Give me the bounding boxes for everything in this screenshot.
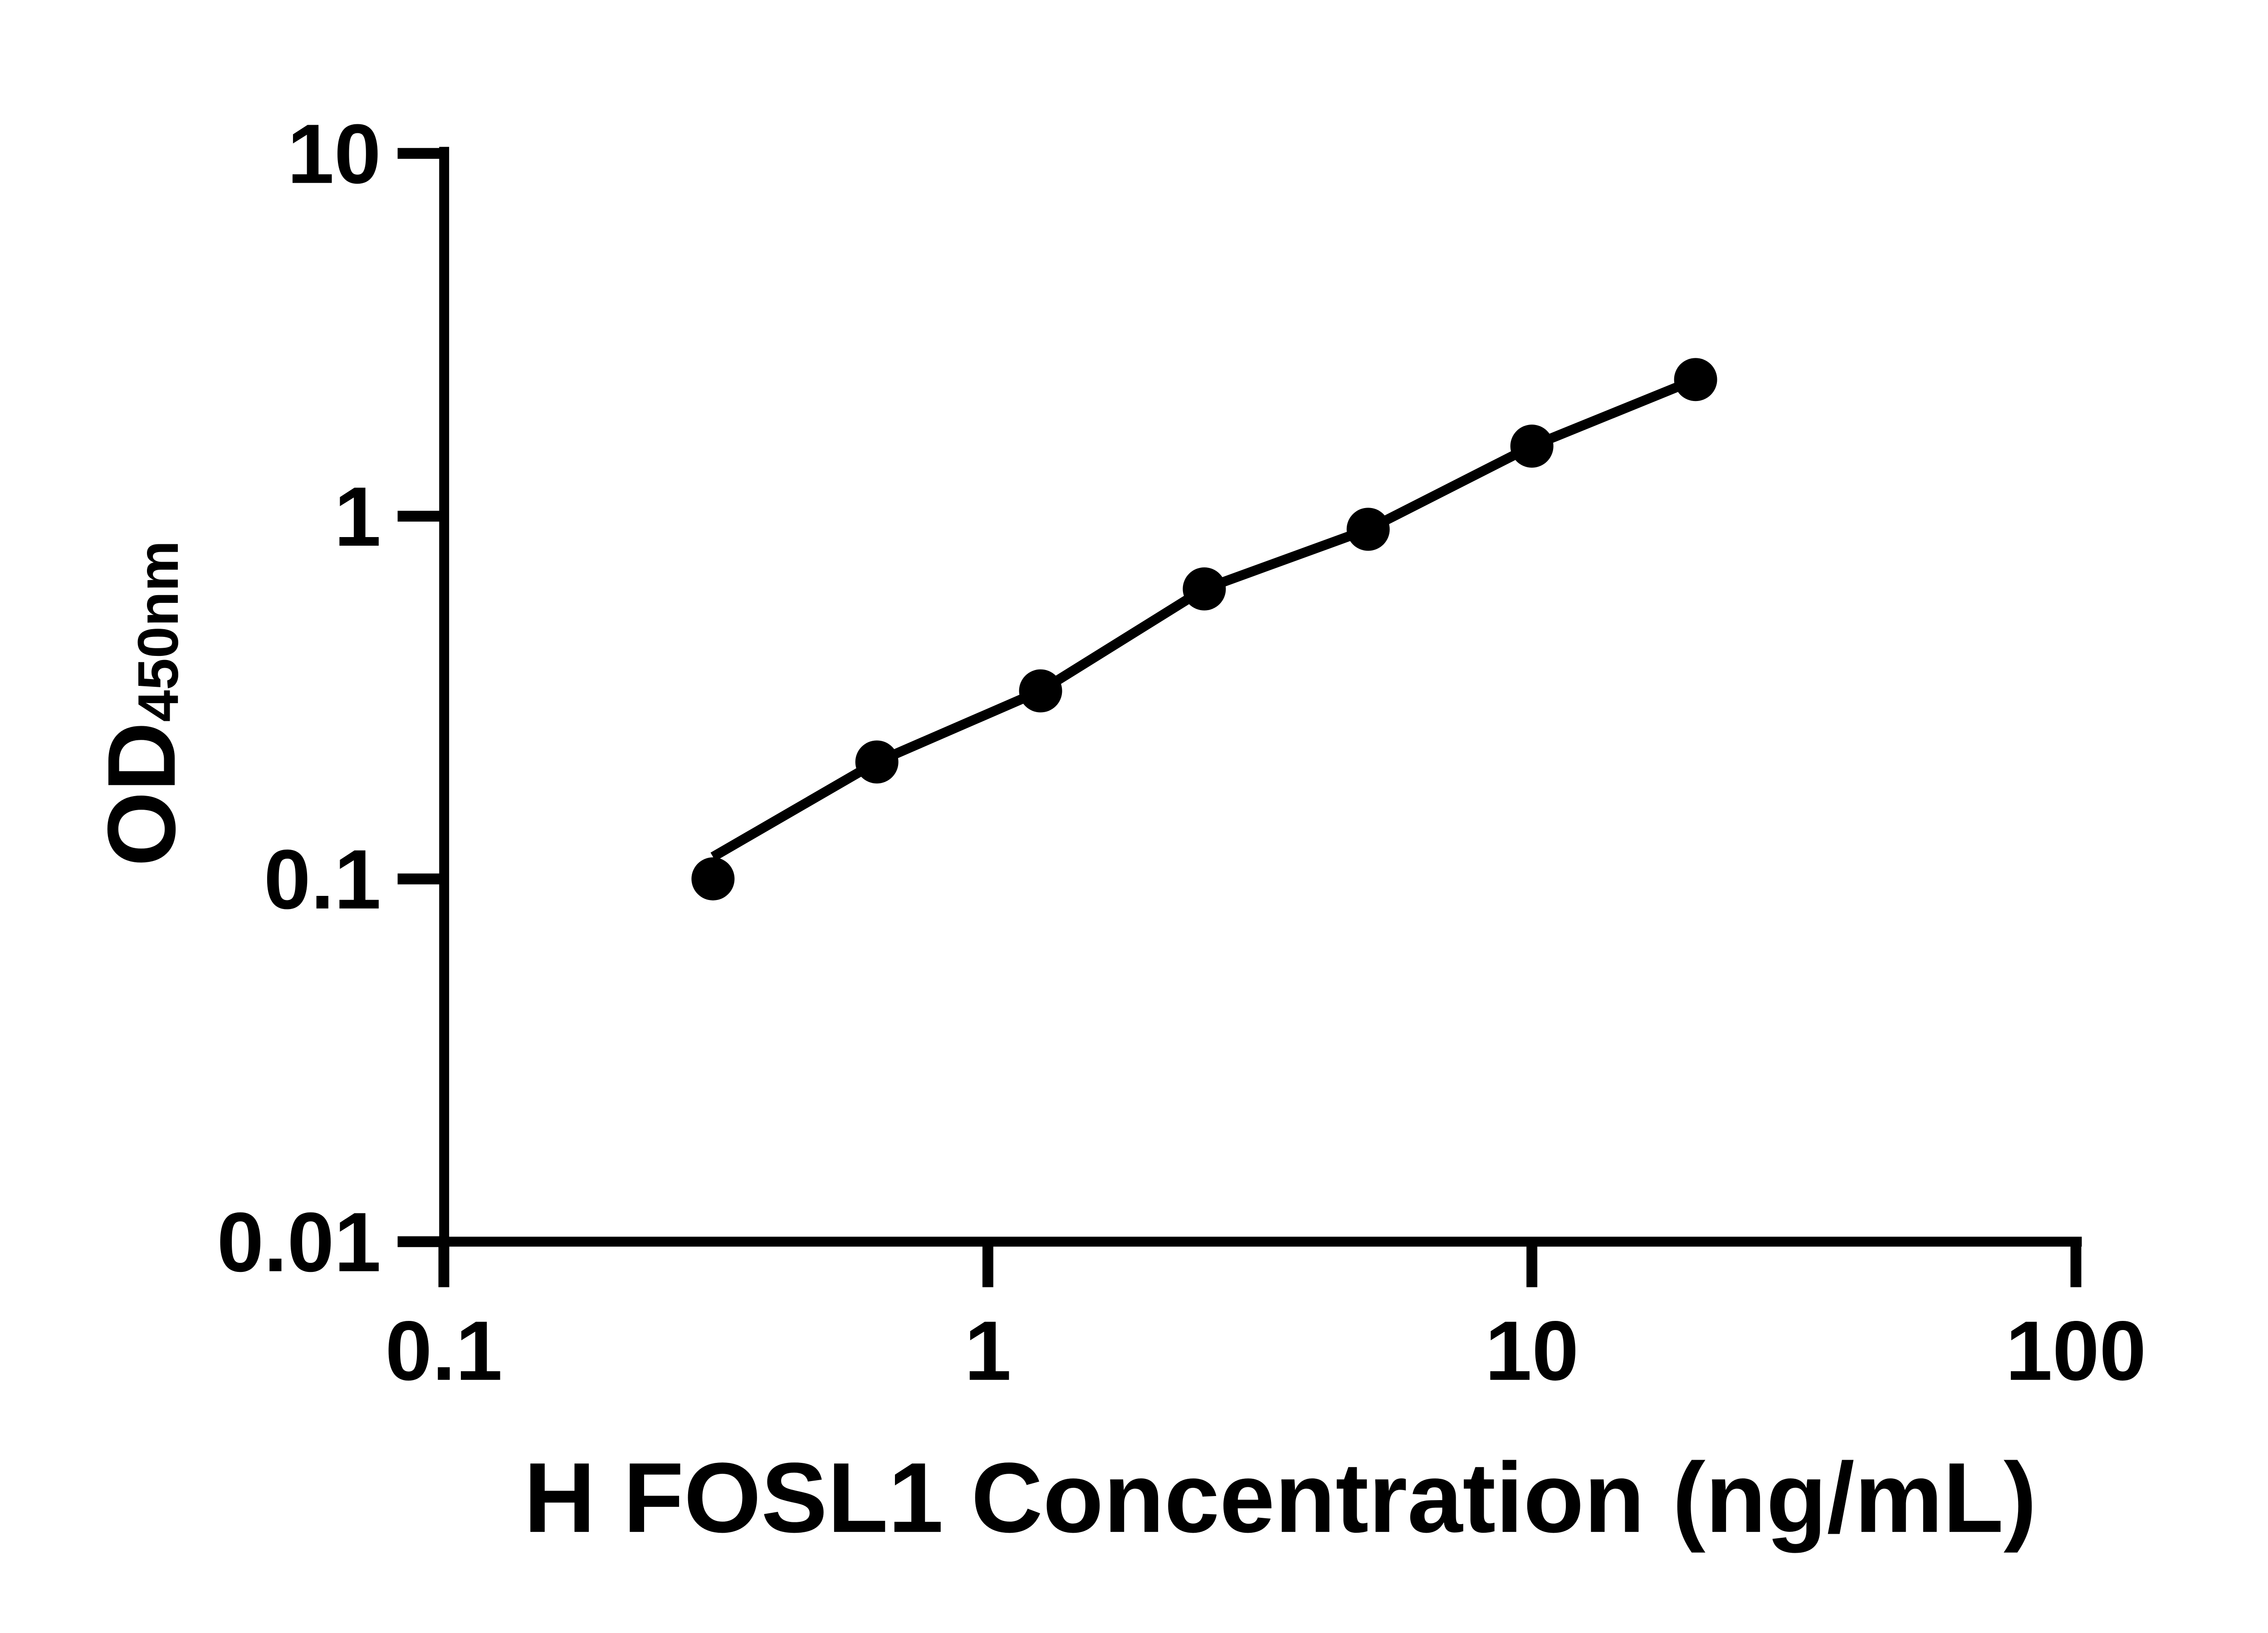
data-point xyxy=(1183,567,1226,611)
axes xyxy=(439,147,2082,1247)
y-tick-label: 1 xyxy=(334,470,381,564)
x-tick-label: 1 xyxy=(964,1304,1011,1398)
data-point xyxy=(1346,508,1390,551)
x-axis-title: H FOSL1 Concentration (ng/mL) xyxy=(524,1442,2037,1553)
y-tick-label: 10 xyxy=(287,107,381,201)
x-tick-label: 10 xyxy=(1485,1304,1579,1398)
data-point xyxy=(1674,358,1717,401)
x-tick-label: 100 xyxy=(2005,1304,2146,1398)
y-axis-title-subscript: 450nm xyxy=(126,541,190,722)
data-point xyxy=(1019,669,1062,713)
x-tick-label: 0.1 xyxy=(385,1304,502,1398)
y-tick-label: 0.1 xyxy=(264,833,381,927)
series-layer xyxy=(691,358,1717,900)
y-axis-title: OD450nm xyxy=(88,541,196,866)
y-tick-label: 0.01 xyxy=(217,1195,381,1289)
data-point xyxy=(1510,425,1554,468)
data-point xyxy=(691,857,735,900)
y-axis-title-main: OD xyxy=(88,722,196,866)
data-point xyxy=(855,740,899,784)
